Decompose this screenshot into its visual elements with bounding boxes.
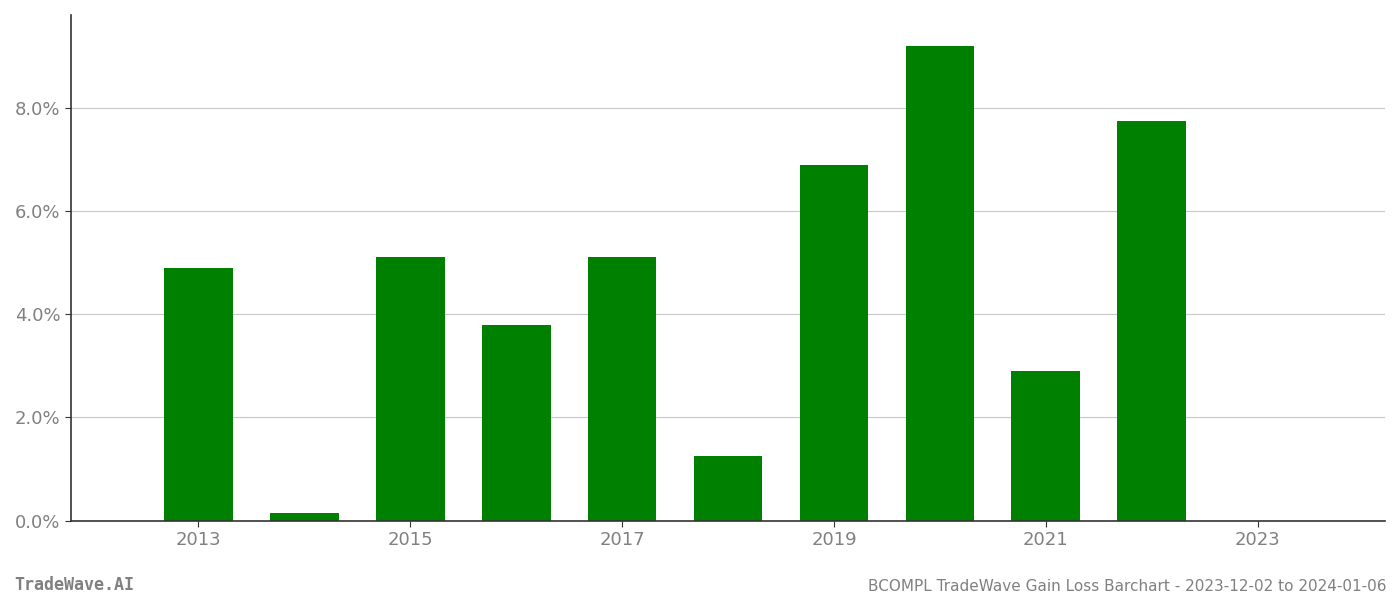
Bar [270,513,339,521]
Bar [693,456,763,521]
Bar [799,164,868,521]
Text: TradeWave.AI: TradeWave.AI [14,576,134,594]
Text: BCOMPL TradeWave Gain Loss Barchart - 2023-12-02 to 2024-01-06: BCOMPL TradeWave Gain Loss Barchart - 20… [868,579,1386,594]
Bar [588,257,657,521]
Bar [482,325,550,521]
Bar [906,46,974,521]
Bar [1117,121,1186,521]
Bar [1011,371,1081,521]
Bar [164,268,232,521]
Bar [375,257,445,521]
